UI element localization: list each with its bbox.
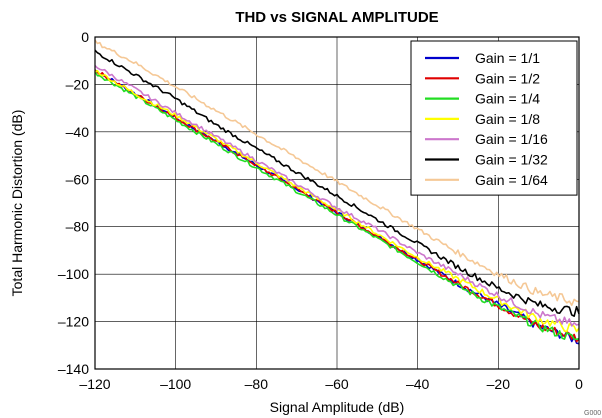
x-tick-label: –80 bbox=[245, 376, 269, 392]
y-tick-label: –80 bbox=[66, 219, 90, 235]
legend-label: Gain = 1/64 bbox=[475, 172, 548, 188]
y-tick-label: –100 bbox=[58, 266, 89, 282]
legend-label: Gain = 1/4 bbox=[475, 91, 540, 107]
chart-title: THD vs SIGNAL AMPLITUDE bbox=[235, 9, 438, 26]
figure-code: G000 bbox=[584, 410, 601, 417]
y-tick-label: –20 bbox=[66, 76, 90, 92]
plot-frame bbox=[94, 36, 580, 370]
y-tick-label: –40 bbox=[66, 124, 90, 140]
series-line bbox=[94, 49, 580, 317]
legend-label: Gain = 1/16 bbox=[475, 131, 548, 147]
y-tick-label: –120 bbox=[58, 314, 89, 330]
legend-label: Gain = 1/2 bbox=[475, 70, 540, 86]
x-tick-label: –60 bbox=[325, 376, 349, 392]
legend: Gain = 1/1 Gain = 1/2 Gain = 1/4 Gain = 1/8… bbox=[410, 40, 578, 196]
x-axis-label: Signal Amplitude (dB) bbox=[270, 399, 405, 415]
y-tick-label: 0 bbox=[81, 29, 89, 45]
x-tick-label: –40 bbox=[406, 376, 430, 392]
series-line bbox=[94, 71, 580, 341]
legend-label: Gain = 1/1 bbox=[475, 50, 540, 66]
y-axis-label: Total Harmonic Distortion (dB) bbox=[9, 110, 25, 297]
x-tick-label: –120 bbox=[79, 376, 110, 392]
legend-label: Gain = 1/32 bbox=[475, 152, 548, 168]
series-line bbox=[94, 65, 580, 327]
x-tick-labels: –120 –100 –80 –60 –40 –20 0 bbox=[79, 376, 583, 392]
legend-label: Gain = 1/8 bbox=[475, 111, 540, 127]
series-lines bbox=[94, 39, 580, 345]
y-tick-label: –60 bbox=[66, 171, 90, 187]
y-tick-labels: 0 –20 –40 –60 –80 –100 –120 –140 bbox=[58, 29, 89, 377]
x-tick-label: –20 bbox=[487, 376, 511, 392]
y-tick-label: –140 bbox=[58, 361, 89, 377]
x-tick-label: –100 bbox=[160, 376, 191, 392]
x-tick-label: 0 bbox=[575, 376, 583, 392]
series-line bbox=[94, 39, 580, 307]
series-line bbox=[94, 69, 580, 343]
